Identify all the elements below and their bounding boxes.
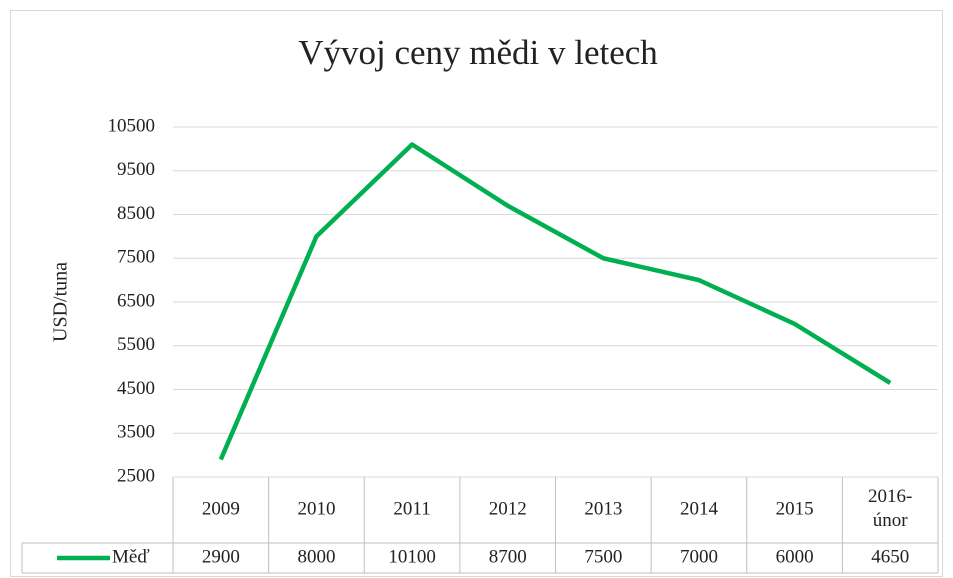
legend-label: Měď (112, 546, 150, 567)
x-tick-label: 2016-únor (868, 486, 912, 531)
table-value: 6000 (776, 546, 814, 567)
y-tick-label: 9500 (117, 159, 155, 180)
chart-border (10, 10, 943, 577)
y-tick-label: 3500 (117, 422, 155, 443)
x-tick-label: 2009 (202, 498, 240, 519)
x-tick-label: 2011 (393, 498, 430, 519)
x-tick-label: 2012 (489, 498, 527, 519)
y-tick-label: 10500 (108, 115, 156, 136)
table-value: 7000 (680, 546, 718, 567)
x-tick-label: 2015 (776, 498, 814, 519)
chart-title: Vývoj ceny mědi v letech (298, 33, 658, 72)
table-value: 8000 (297, 546, 335, 567)
y-tick-label: 2500 (117, 465, 155, 486)
x-tick-label: 2014 (680, 498, 719, 519)
table-value: 4650 (871, 546, 909, 567)
x-tick-label: 2013 (584, 498, 622, 519)
y-tick-label: 6500 (117, 290, 155, 311)
table-value: 2900 (202, 546, 240, 567)
x-tick-label: 2010 (297, 498, 335, 519)
y-tick-label: 7500 (117, 247, 155, 268)
table-value: 10100 (388, 546, 436, 567)
y-axis-label: USD/tuna (50, 262, 72, 342)
y-tick-label: 5500 (117, 334, 155, 355)
y-tick-label: 8500 (117, 203, 155, 224)
table-value: 7500 (584, 546, 622, 567)
table-value: 8700 (489, 546, 527, 567)
y-tick-label: 4500 (117, 378, 155, 399)
line (218, 142, 892, 461)
